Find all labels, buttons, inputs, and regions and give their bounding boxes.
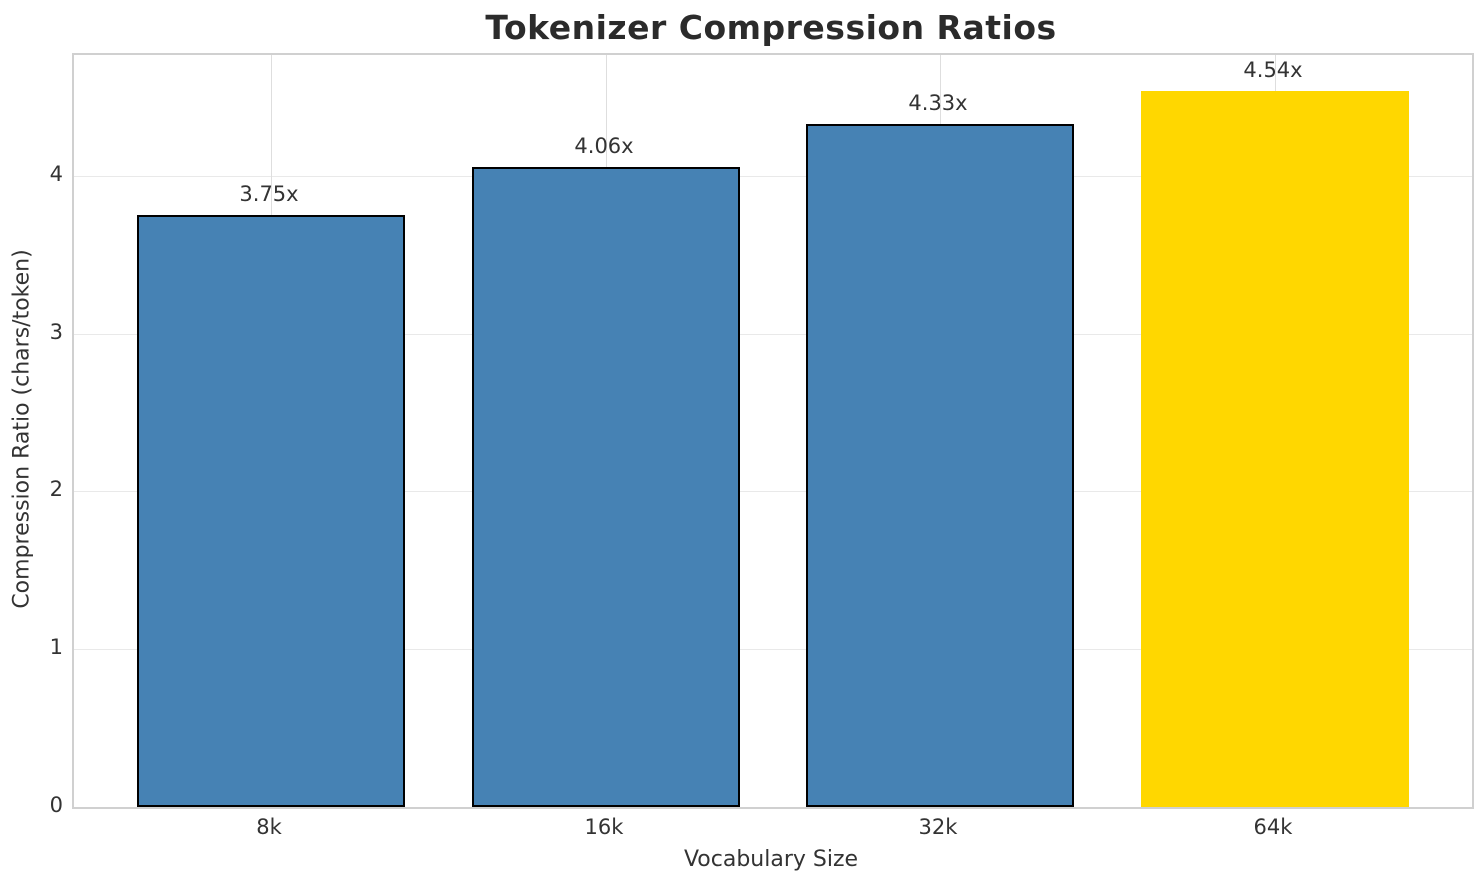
bar-value-label: 4.54x: [1243, 57, 1303, 82]
bar-value-label: 3.75x: [239, 182, 299, 207]
x-tick-label-16k: 16k: [584, 815, 624, 839]
gridline-horizontal: [74, 175, 1472, 177]
y-tick-label: 2: [49, 477, 63, 502]
bar-16k: [472, 167, 740, 807]
y-tick-label: 3: [49, 319, 63, 344]
y-tick-label: 1: [49, 635, 63, 660]
y-tick-label: 0: [49, 793, 63, 817]
y-axis-label: Compression Ratio (chars/token): [9, 249, 35, 609]
bar-value-label: 4.06x: [574, 133, 634, 158]
chart-title: Tokenizer Compression Ratios: [485, 8, 1057, 47]
y-tick-label: 4: [49, 161, 63, 186]
bar-32k: [806, 124, 1074, 807]
bar-64k: [1141, 91, 1409, 807]
x-tick-label-32k: 32k: [918, 815, 958, 839]
x-tick-label-8k: 8k: [256, 815, 282, 839]
bar-8k: [137, 215, 405, 807]
plot-area: [72, 53, 1474, 809]
x-tick-label-64k: 64k: [1253, 815, 1293, 839]
gridline-horizontal: [74, 491, 1472, 493]
gridline-horizontal: [74, 649, 1472, 651]
gridline-horizontal: [74, 333, 1472, 335]
bar-value-label: 4.33x: [908, 90, 968, 115]
x-axis-label: Vocabulary Size: [683, 847, 859, 872]
